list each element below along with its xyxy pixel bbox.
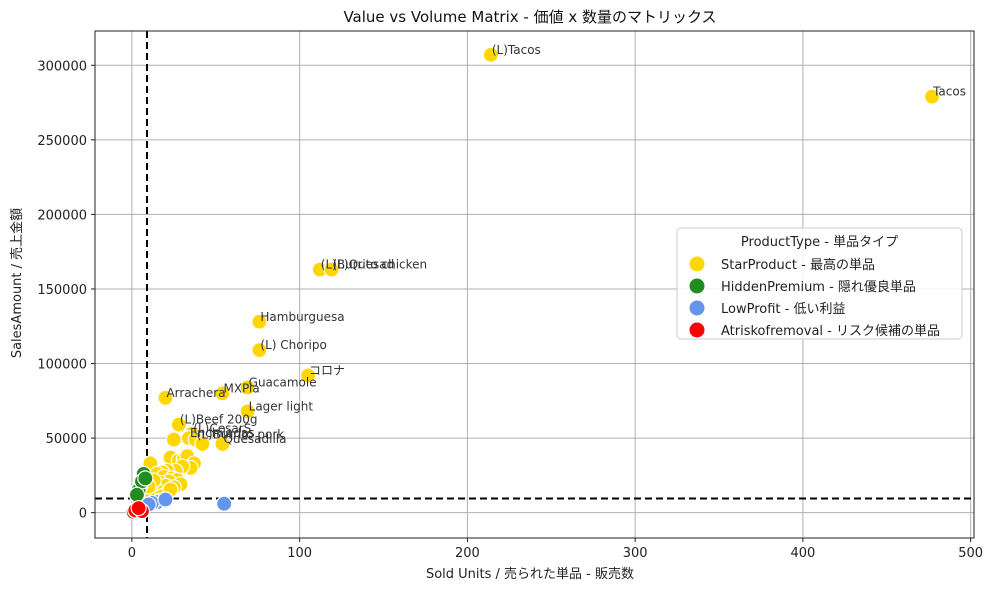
data-point-series-0 — [239, 403, 256, 420]
x-tick-label: 200 — [455, 546, 480, 561]
data-point-series-0 — [157, 389, 174, 406]
data-point-series-0 — [170, 416, 187, 433]
x-tick-label: 300 — [623, 546, 648, 561]
data-point-series-3 — [130, 500, 147, 517]
legend: ProductType - 単品タイプ StarProduct - 最高の単品 Hi… — [676, 227, 963, 340]
data-point-series-0 — [165, 431, 182, 448]
data-point-series-0 — [482, 46, 499, 63]
point-label: コロナ — [309, 363, 345, 377]
plot-frame — [94, 30, 975, 539]
legend-title: ProductType - 単品タイプ — [741, 234, 898, 250]
x-tick-label: 0 — [128, 546, 136, 561]
y-axis-label: SalesAmount / 売上金額 — [9, 208, 25, 358]
point-label: Lager light — [249, 399, 314, 413]
y-tick-label: 200000 — [37, 208, 87, 223]
data-point-series-1 — [137, 470, 154, 487]
y-tick-label: 300000 — [37, 59, 87, 74]
point-label: (L)CesarS — [193, 422, 251, 436]
point-label: Arrachera — [166, 386, 225, 400]
y-tick-label: 150000 — [37, 283, 87, 298]
threshold-lines — [95, 31, 974, 538]
legend-marker — [689, 278, 705, 294]
point-label: Hamburguesa — [260, 310, 344, 324]
legend-box — [676, 227, 963, 340]
x-tick-label: 400 — [790, 546, 815, 561]
legend-marker — [689, 256, 705, 272]
point-labels: (L)Tacos Tacos (L)Burrito chicken(L)Quesad… — [166, 43, 965, 446]
point-label: MXPia — [223, 381, 259, 395]
point-label: (L)Quesad — [333, 258, 395, 272]
legend-marker — [689, 300, 705, 316]
chart-title: Value vs Volume Matrix - 価値 x 数量のマトリックス — [343, 8, 716, 26]
data-point-series-0 — [299, 367, 317, 384]
data-point-series-0 — [323, 261, 340, 278]
point-label: Guacamole — [249, 375, 317, 389]
data-point-series-0 — [251, 342, 268, 359]
data-point-series-0 — [214, 435, 231, 453]
y-tick-label: 50000 — [46, 432, 87, 447]
point-label: (L)Beef 200g — [180, 413, 258, 427]
data-points — [125, 46, 941, 521]
x-tick-label: 100 — [287, 546, 312, 561]
x-axis-label: Sold Units / 売られた単品 - 販売数 — [426, 566, 634, 582]
legend-entry: LowProfit - 低い利益 — [721, 302, 845, 317]
legend-entry: StarProduct - 最高の単品 — [721, 257, 875, 273]
data-point-series-0 — [214, 385, 231, 402]
point-label: Tacos — [932, 85, 966, 99]
data-point-series-2 — [216, 495, 233, 512]
data-point-series-0 — [251, 313, 268, 330]
data-point-series-2 — [157, 491, 174, 508]
data-point-series-0 — [194, 435, 211, 453]
y-tick-label: 100000 — [37, 358, 87, 373]
point-label: (L)Burrito chicken — [321, 258, 427, 272]
y-tick-label: 0 — [79, 507, 87, 522]
legend-entry: HiddenPremium - 隠れ優良単品 — [721, 279, 916, 295]
axis-ticks: 0 100 200 300 400 500 0 50000 100000 150000 200000… — [37, 59, 983, 561]
point-label: Enchiladas — [190, 426, 255, 440]
legend-marker — [689, 322, 705, 338]
point-label: (L) Choripo — [260, 338, 326, 352]
x-tick-label: 500 — [958, 546, 983, 561]
point-label: Quesadilla — [223, 432, 286, 446]
y-tick-label: 250000 — [37, 134, 87, 149]
point-label: (L)Tacos — [492, 43, 541, 57]
data-point-series-0 — [239, 379, 256, 396]
point-label: (L)Burrito pork — [197, 428, 285, 442]
data-point-series-0 — [923, 88, 941, 105]
legend-entry: Atriskofremoval - リスク候補の単品 — [721, 323, 940, 339]
